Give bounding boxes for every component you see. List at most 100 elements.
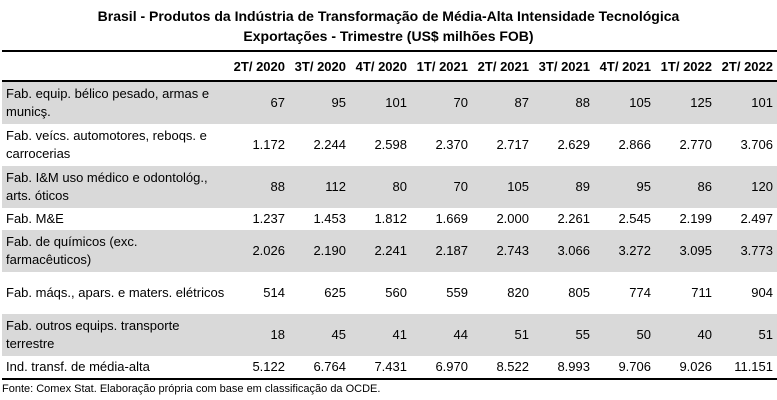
table-cell: 6.764 [289,356,350,380]
table-cell: 41 [350,314,411,356]
table-cell: 2.497 [740,211,773,226]
column-header: 3T/ 2021 [533,50,594,82]
table-cell: 2.743 [472,230,533,272]
table-cell: 18 [228,314,289,356]
table-cell: 820 [507,285,529,300]
table-cell: 45 [289,314,350,356]
table-row-total: Ind. transf. de média-alta 5.122 6.764 7… [2,356,777,380]
table-cell: 50 [594,314,655,356]
row-label: Fab. outros equips. transporte terrestre [2,314,228,356]
table-cell: 2.190 [289,230,350,272]
table-cell: 1.812 [374,211,407,226]
table-cell: 1.669 [435,211,468,226]
table-row: Fab. máqs., apars. e maters. elétricos 5… [2,272,777,314]
table-cell: 805 [568,285,590,300]
table-cell: 2.545 [618,211,651,226]
table-row: Fab. I&M uso médico e odontológ., arts. … [2,166,777,208]
table-cell: 101 [350,81,411,124]
table-row: Fab. outros equips. transporte terrestre… [2,314,777,356]
table-cell: 6.970 [411,356,472,380]
table-cell: 3.095 [655,230,716,272]
table-cell: 11.151 [716,356,777,380]
table-cell: 2.000 [496,211,529,226]
table-cell: 88 [228,166,289,208]
table-cell: 9.026 [655,356,716,380]
table-cell: 86 [655,166,716,208]
table-cell: 2.187 [411,230,472,272]
table-cell: 2.770 [679,137,712,152]
table-cell: 55 [533,314,594,356]
table-cell: 559 [446,285,468,300]
row-label: Fab. veícs. automotores, reboqs. e carro… [6,128,207,161]
column-header: 4T/ 2020 [350,50,411,82]
table-cell: 105 [594,81,655,124]
table-cell: 2.629 [557,137,590,152]
table-cell: 112 [289,166,350,208]
table-cell: 2.261 [557,211,590,226]
table-cell: 105 [472,166,533,208]
source-note: Fonte: Comex Stat. Elaboração própria co… [2,383,381,395]
header-row: 2T/ 2020 3T/ 2020 4T/ 2020 1T/ 2021 2T/ … [2,50,777,82]
table-cell: 5.122 [228,356,289,380]
table-cell: 3.272 [594,230,655,272]
table-cell: 125 [655,81,716,124]
table-cell: 2.598 [374,137,407,152]
table-cell: 711 [691,285,712,300]
column-header: 2T/ 2021 [472,50,533,82]
column-header: 3T/ 2020 [289,50,350,82]
title-line-2: Exportações - Trimestre (US$ milhões FOB… [243,28,534,44]
table-cell: 89 [533,166,594,208]
table-cell: 560 [385,285,407,300]
title-line-1: Brasil - Produtos da Indústria de Transf… [97,8,680,24]
row-label: Fab. equip. bélico pesado, armas e munic… [2,81,228,124]
table-cell: 44 [411,314,472,356]
table-cell: 1.237 [252,211,285,226]
table-row: Fab. de químicos (exc. farmacêuticos) 2.… [2,230,777,272]
table-cell: 120 [716,166,777,208]
table-cell: 88 [533,81,594,124]
table-cell: 2.026 [228,230,289,272]
table-title: Brasil - Produtos da Indústria de Transf… [0,6,777,46]
table-cell: 774 [629,285,651,300]
table-cell: 70 [411,166,472,208]
table-cell: 87 [472,81,533,124]
table-cell: 2.717 [496,137,529,152]
table-cell: 8.522 [472,356,533,380]
table-cell: 2.199 [679,211,712,226]
column-header: 1T/ 2022 [655,50,716,82]
table-cell: 1.453 [313,211,346,226]
table-row: Fab. veícs. automotores, reboqs. e carro… [2,124,777,166]
row-label: Fab. máqs., apars. e maters. elétricos [6,285,225,300]
table-cell: 70 [411,81,472,124]
table-cell: 3.706 [740,137,773,152]
table-row: Fab. M&E 1.237 1.453 1.812 1.669 2.000 2… [2,208,777,230]
table-cell: 95 [594,166,655,208]
table-cell: 3.066 [533,230,594,272]
table-cell: 2.244 [313,137,346,152]
column-header: 2T/ 2022 [716,50,777,82]
table-cell: 8.993 [533,356,594,380]
table-row: Fab. equip. bélico pesado, armas e munic… [2,81,777,124]
table-cell: 1.172 [252,137,285,152]
table-cell: 625 [324,285,346,300]
column-header: 2T/ 2020 [228,50,289,82]
table-cell: 9.706 [594,356,655,380]
row-label: Ind. transf. de média-alta [2,356,228,380]
table-cell: 40 [655,314,716,356]
table-cell: 80 [350,166,411,208]
row-label: Fab. I&M uso médico e odontológ., arts. … [2,166,228,208]
table-cell: 67 [228,81,289,124]
table-cell: 2.370 [435,137,468,152]
table-cell: 3.773 [716,230,777,272]
table-cell: 2.241 [350,230,411,272]
table-cell: 2.866 [618,137,651,152]
row-label: Fab. M&E [6,211,64,226]
column-header: 4T/ 2021 [594,50,655,82]
exports-table: 2T/ 2020 3T/ 2020 4T/ 2020 1T/ 2021 2T/ … [2,50,777,380]
table-cell: 51 [472,314,533,356]
row-label: Fab. de químicos (exc. farmacêuticos) [2,230,228,272]
table-cell: 904 [751,285,773,300]
column-header: 1T/ 2021 [411,50,472,82]
header-label [2,50,228,82]
